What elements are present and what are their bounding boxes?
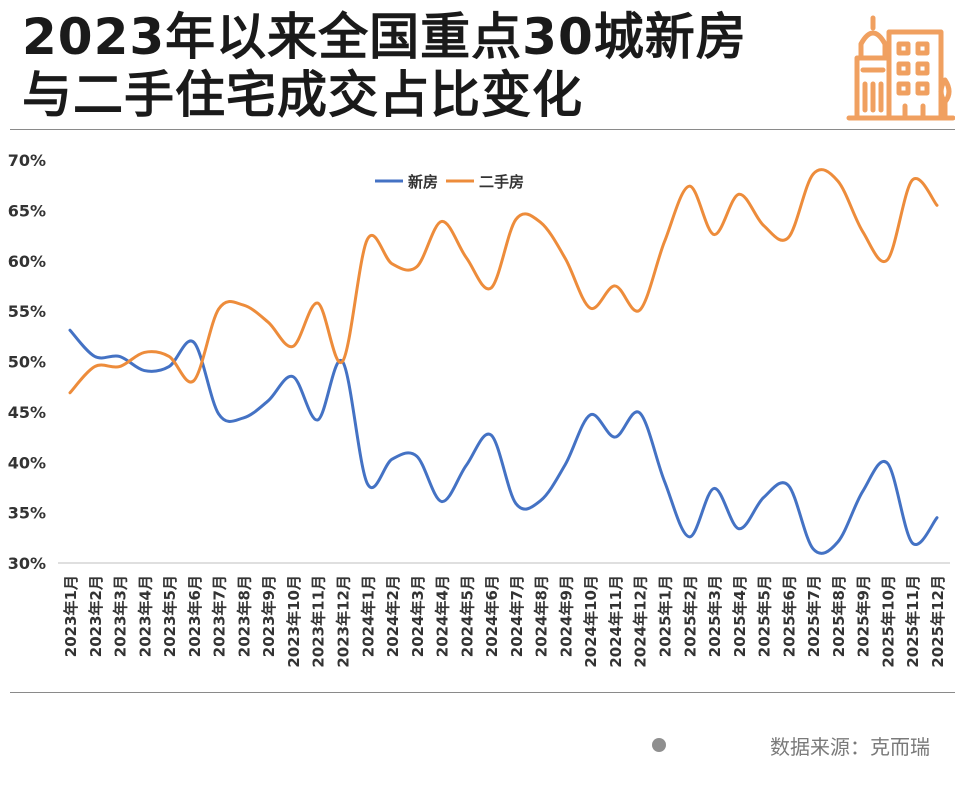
x-tick-label: 2023年6月 bbox=[186, 575, 204, 657]
legend-label: 新房 bbox=[408, 173, 438, 191]
data-source: 数据来源：克而瑞 bbox=[770, 735, 930, 759]
x-tick-label: 2023年12月 bbox=[334, 575, 352, 668]
x-tick-label: 2025年5月 bbox=[756, 575, 774, 657]
legend-label: 二手房 bbox=[479, 173, 524, 191]
x-tick-label: 2025年2月 bbox=[681, 575, 699, 657]
y-tick-label: 65% bbox=[8, 201, 46, 220]
x-tick-label: 2023年3月 bbox=[112, 575, 130, 657]
x-tick-label: 2024年10月 bbox=[582, 575, 600, 668]
line-chart: 30% 35% 40% 45% 50% 55% 60% 65% 70% 2023年1月 2023年2… bbox=[8, 151, 950, 668]
y-tick-label: 30% bbox=[8, 554, 46, 573]
y-tick-label: 40% bbox=[8, 453, 46, 472]
x-tick-label: 2025年3月 bbox=[706, 575, 724, 657]
bullet-dot bbox=[652, 738, 666, 752]
x-tick-label: 2025年9月 bbox=[855, 575, 873, 657]
x-tick-label: 2024年5月 bbox=[458, 575, 476, 657]
x-tick-label: 2025年8月 bbox=[830, 575, 848, 657]
x-tick-label: 2024年4月 bbox=[434, 575, 452, 657]
series-line-second-hand bbox=[68, 168, 939, 395]
x-tick-label: 2024年9月 bbox=[557, 575, 575, 657]
x-tick-label: 2023年1月 bbox=[62, 575, 80, 657]
title-line-1: 2023年以来全国重点30城新房 bbox=[22, 8, 747, 66]
x-tick-label: 2023年7月 bbox=[211, 575, 229, 657]
x-tick-label: 2025年6月 bbox=[780, 575, 798, 657]
y-tick-label: 50% bbox=[8, 353, 46, 372]
y-tick-label: 55% bbox=[8, 302, 46, 321]
x-tick-label: 2023年5月 bbox=[161, 575, 179, 657]
y-tick-label: 60% bbox=[8, 252, 46, 271]
x-tick-label: 2025年10月 bbox=[879, 575, 897, 668]
x-tick-label: 2025年12月 bbox=[929, 575, 947, 668]
x-tick-label: 2023年8月 bbox=[235, 575, 253, 657]
buildings-icon-strokes bbox=[846, 15, 955, 121]
bottom-divider bbox=[10, 692, 955, 693]
y-tick-label: 35% bbox=[8, 504, 46, 523]
x-tick-label: 2024年1月 bbox=[359, 575, 377, 657]
x-tick-label: 2024年11月 bbox=[607, 575, 625, 668]
x-tick-label: 2024年8月 bbox=[533, 575, 551, 657]
top-divider bbox=[10, 129, 955, 130]
x-tick-label: 2025年1月 bbox=[657, 575, 675, 657]
buildings-icon bbox=[846, 15, 955, 121]
x-tick-label: 2025年7月 bbox=[805, 575, 823, 657]
x-tick-label: 2024年3月 bbox=[409, 575, 427, 657]
x-tick-label: 2023年4月 bbox=[136, 575, 154, 657]
y-tick-label: 70% bbox=[8, 151, 46, 170]
x-tick-label: 2023年2月 bbox=[87, 575, 105, 657]
x-tick-label: 2024年6月 bbox=[483, 575, 501, 657]
x-tick-label: 2023年11月 bbox=[310, 575, 328, 668]
x-tick-label: 2025年4月 bbox=[731, 575, 749, 657]
series-line-new-home bbox=[68, 328, 939, 555]
x-tick-label: 2025年11月 bbox=[904, 575, 922, 668]
x-tick-label: 2024年12月 bbox=[632, 575, 650, 668]
x-tick-label: 2023年10月 bbox=[285, 575, 303, 668]
chart-title: 2023年以来全国重点30城新房 与二手住宅成交占比变化 bbox=[22, 8, 747, 124]
x-tick-label: 2024年7月 bbox=[508, 575, 526, 657]
y-tick-label: 45% bbox=[8, 403, 46, 422]
x-tick-label: 2024年2月 bbox=[384, 575, 402, 657]
x-tick-label: 2023年9月 bbox=[260, 575, 278, 657]
title-line-2: 与二手住宅成交占比变化 bbox=[22, 66, 583, 124]
